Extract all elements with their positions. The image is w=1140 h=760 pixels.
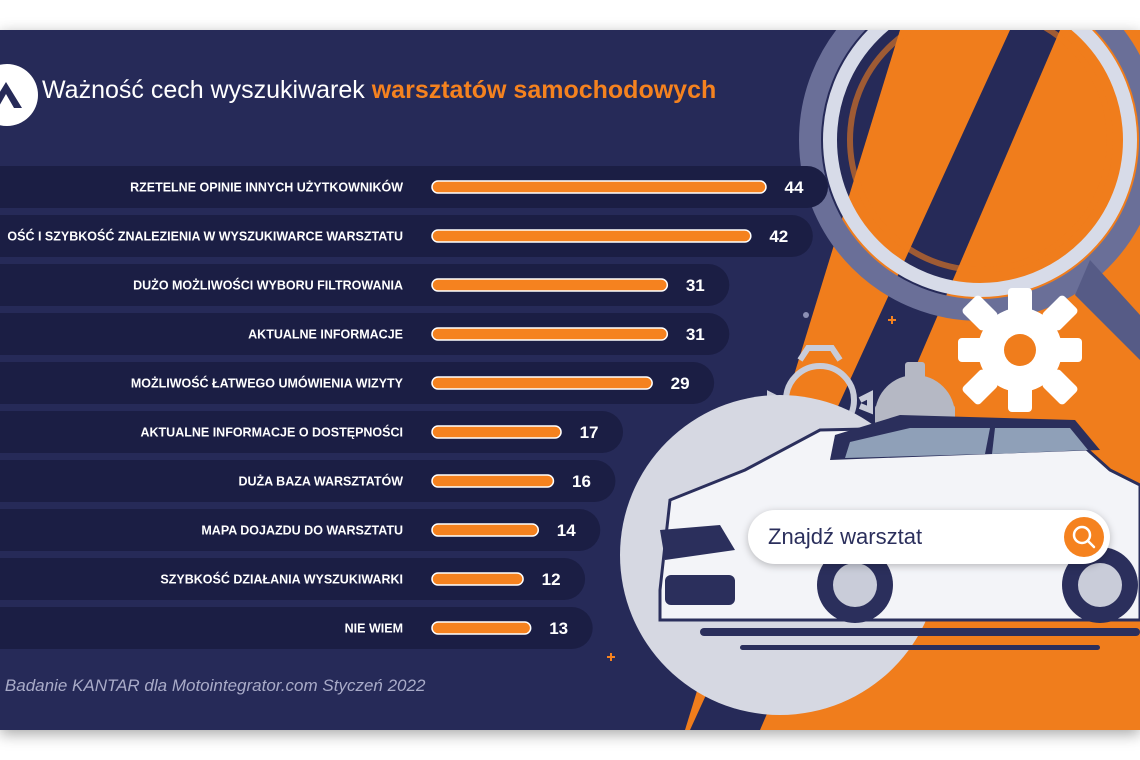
category-label: AKTUALNE INFORMACJE O DOSTĘPNOŚCI [140,425,403,440]
bar [431,621,532,635]
value-label: 31 [686,325,705,344]
row-background [0,264,730,306]
plus-decoration-2 [607,653,615,661]
row-background [0,362,715,404]
row-background [0,215,813,257]
value-label: 12 [542,570,561,589]
value-label: 42 [769,227,788,246]
bar-chart: RZETELNE OPINIE INNYCH UŻYTKOWNIKÓW 44 OŚĆ… [0,166,828,649]
bar [431,572,524,586]
category-label: NIE WIEM [345,622,403,636]
infographic-card: Ważność cech wyszukiwarek warsztatów sam… [0,30,1140,730]
bar [431,376,653,390]
search-icon [1072,525,1096,549]
bar [431,278,669,292]
search-button[interactable] [1064,517,1104,557]
search-field-text: Znajdź warsztat [768,524,923,549]
category-label: DUŻO MOŻLIWOŚCI WYBORU FILTROWANIA [133,278,403,293]
category-label: AKTUALNE INFORMACJE [248,328,403,342]
row-background [0,558,586,600]
row-background [0,411,624,453]
chart-title: Ważność cech wyszukiwarek warsztatów sam… [42,76,716,105]
value-label: 31 [686,276,705,295]
row-background [0,166,828,208]
dot-decoration [803,312,809,318]
value-label: 13 [549,619,568,638]
brand-logo [0,64,38,126]
value-label: 44 [785,178,804,197]
row-background [0,313,730,355]
category-label: RZETELNE OPINIE INNYCH UŻYTKOWNIKÓW [130,180,403,195]
category-label: MOŻLIWOŚĆ ŁATWEGO UMÓWIENIA WIZYTY [131,376,404,391]
bar [431,180,767,194]
bar [431,327,669,341]
chart-title-highlight: warsztatów samochodowych [371,76,717,104]
value-label: 16 [572,472,591,491]
value-label: 17 [580,423,599,442]
category-label: SZYBKOŚĆ DZIAŁANIA WYSZUKIWARKI [160,572,403,587]
gear-icon [958,288,1082,412]
source-note: o: Badanie KANTAR dla Motointegrator.com… [0,676,426,695]
category-label: DUŻA BAZA WARSZTATÓW [238,474,403,489]
plus-decoration [888,316,896,324]
value-label: 14 [557,521,576,540]
bar [431,425,562,439]
bar [431,474,555,488]
chart-title-prefix: Ważność cech wyszukiwarek [42,76,365,104]
value-label: 29 [671,374,690,393]
search-field[interactable]: Znajdź warsztat [748,510,1110,564]
bar [431,229,752,243]
category-label: MAPA DOJAZDU DO WARSZTATU [201,524,403,538]
row-background [0,460,616,502]
category-label: OŚĆ I SZYBKOŚĆ ZNALEZIENIA W WYSZUKIWARC… [7,229,403,244]
row-background [0,607,593,649]
row-background [0,509,601,551]
bar [431,523,540,537]
